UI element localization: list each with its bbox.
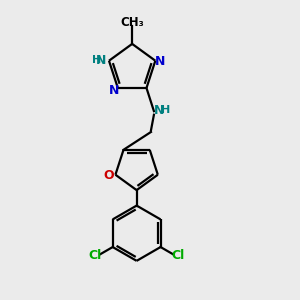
Text: O: O [103, 169, 114, 182]
Text: H: H [92, 55, 101, 65]
Text: N: N [154, 104, 164, 117]
Text: H: H [161, 105, 170, 115]
Text: N: N [95, 54, 106, 67]
Text: N: N [109, 84, 119, 97]
Text: CH₃: CH₃ [120, 16, 144, 29]
Text: N: N [155, 55, 166, 68]
Text: Cl: Cl [172, 249, 185, 262]
Text: Cl: Cl [88, 249, 102, 262]
